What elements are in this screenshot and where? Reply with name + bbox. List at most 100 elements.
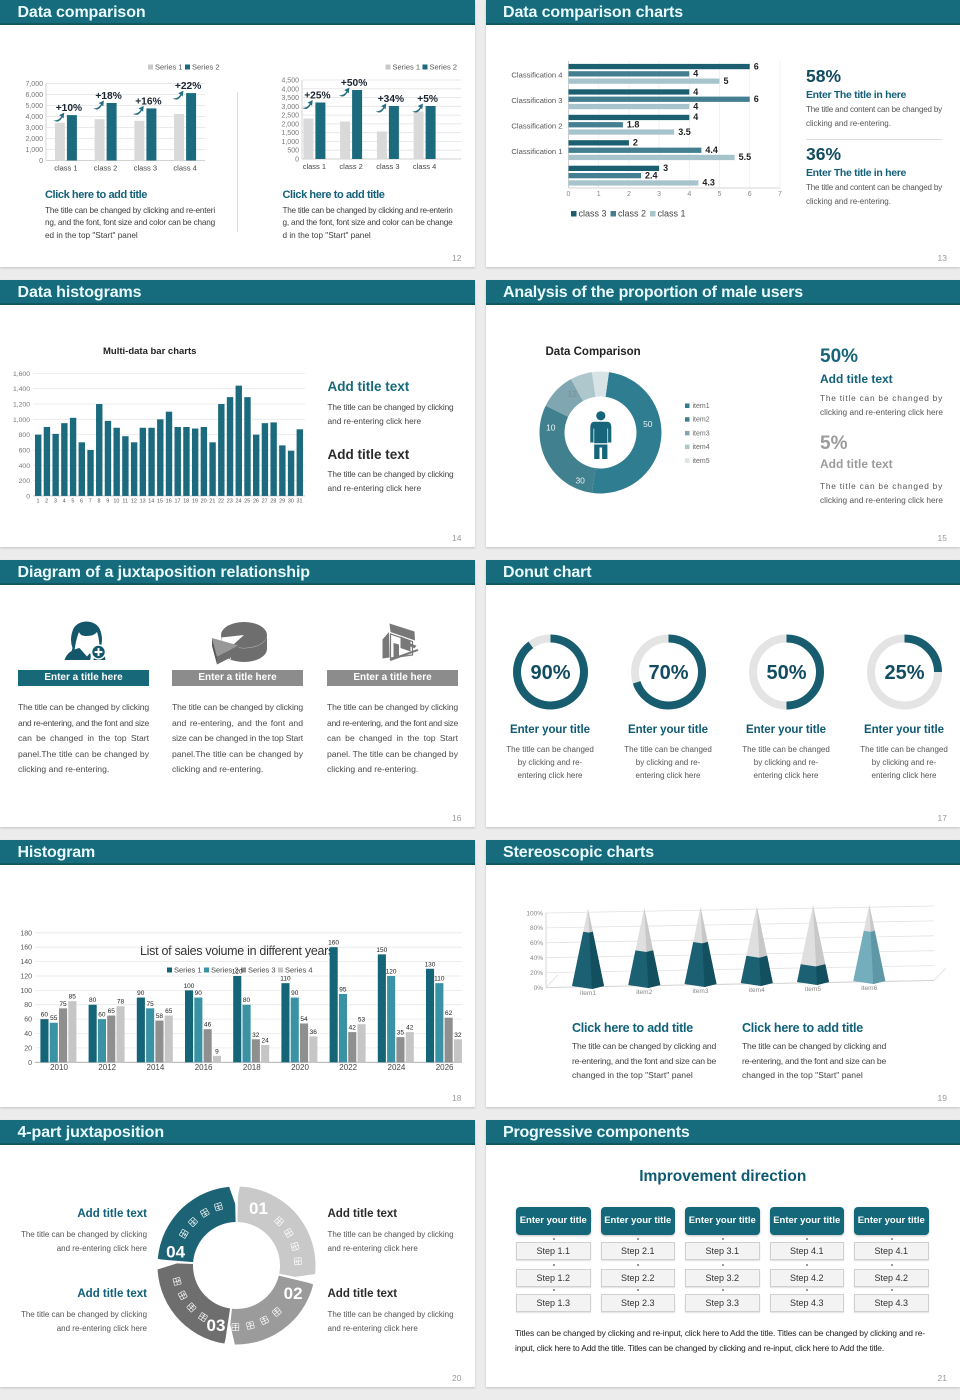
svg-text:8: 8 (97, 499, 100, 505)
svg-text:90: 90 (195, 990, 203, 997)
svg-text:35: 35 (397, 1030, 405, 1037)
svg-text:5,000: 5,000 (25, 103, 43, 110)
svg-text:2012: 2012 (98, 1063, 116, 1072)
svg-text:5.5: 5.5 (738, 152, 751, 162)
svg-text:item5: item5 (805, 986, 821, 993)
svg-text:item5: item5 (692, 458, 709, 465)
svg-text:1: 1 (36, 499, 39, 505)
svg-text:26: 26 (253, 499, 259, 505)
svg-text:70%: 70% (648, 662, 688, 684)
svg-text:32: 32 (252, 1032, 260, 1039)
svg-text:2: 2 (626, 191, 630, 198)
svg-text:30: 30 (575, 475, 585, 485)
svg-text:110: 110 (280, 976, 291, 983)
svg-text:42: 42 (349, 1025, 357, 1032)
svg-text:Series 1: Series 1 (174, 966, 202, 975)
svg-text:9: 9 (106, 499, 109, 505)
svg-text:Series 1: Series 1 (155, 63, 183, 72)
svg-text:class 1: class 1 (657, 209, 685, 219)
svg-text:6,000: 6,000 (25, 92, 43, 99)
svg-text:1,000: 1,000 (25, 147, 43, 154)
svg-text:0: 0 (566, 191, 570, 198)
svg-text:2: 2 (45, 499, 48, 505)
svg-text:80: 80 (243, 997, 251, 1004)
svg-text:class 2: class 2 (339, 162, 362, 171)
svg-text:2,500: 2,500 (281, 113, 299, 120)
svg-text:3: 3 (657, 191, 661, 198)
svg-text:2026: 2026 (436, 1063, 454, 1072)
svg-text:04: 04 (166, 1242, 185, 1261)
svg-text:18: 18 (183, 499, 189, 505)
svg-text:class 4: class 4 (173, 164, 196, 173)
svg-text:53: 53 (358, 1017, 366, 1024)
svg-text:180: 180 (20, 930, 32, 937)
svg-text:1: 1 (596, 191, 600, 198)
svg-text:4: 4 (63, 499, 66, 505)
svg-text:0: 0 (28, 1060, 32, 1067)
svg-text:16: 16 (166, 499, 172, 505)
svg-text:10: 10 (546, 422, 556, 432)
svg-text:36: 36 (310, 1029, 318, 1036)
svg-text:item6: item6 (861, 985, 877, 992)
svg-text:2024: 2024 (388, 1063, 406, 1072)
svg-text:0: 0 (39, 158, 43, 165)
svg-text:75: 75 (146, 1001, 154, 1008)
svg-text:50: 50 (643, 419, 653, 429)
svg-text:40%: 40% (529, 955, 542, 962)
svg-text:5: 5 (717, 191, 721, 198)
svg-text:class 4: class 4 (413, 162, 436, 171)
svg-text:11: 11 (122, 499, 128, 505)
svg-text:13: 13 (140, 499, 146, 505)
svg-text:130: 130 (425, 961, 436, 968)
svg-text:19: 19 (192, 499, 198, 505)
svg-text:Series 2: Series 2 (192, 63, 220, 72)
svg-text:60: 60 (24, 1017, 32, 1024)
svg-text:Series 2: Series 2 (211, 966, 239, 975)
svg-text:80%: 80% (529, 925, 542, 932)
svg-text:12: 12 (567, 389, 577, 399)
svg-text:6: 6 (747, 191, 751, 198)
svg-text:+34%: +34% (378, 94, 404, 105)
svg-text:0: 0 (295, 157, 299, 164)
svg-text:item4: item4 (748, 987, 764, 994)
svg-text:4,000: 4,000 (25, 114, 43, 121)
svg-text:28: 28 (270, 499, 276, 505)
svg-text:class 3: class 3 (578, 209, 606, 219)
svg-text:+5%: +5% (417, 94, 438, 105)
svg-text:6: 6 (80, 499, 83, 505)
svg-text:class 3: class 3 (376, 162, 399, 171)
svg-text:21: 21 (209, 499, 215, 505)
svg-text:4,000: 4,000 (281, 86, 299, 93)
svg-text:2010: 2010 (50, 1063, 68, 1072)
svg-text:500: 500 (287, 148, 299, 155)
svg-text:6: 6 (753, 61, 758, 71)
svg-text:40: 40 (24, 1031, 32, 1038)
svg-text:1,500: 1,500 (281, 130, 299, 137)
svg-text:01: 01 (249, 1199, 268, 1218)
svg-text:140: 140 (20, 959, 32, 966)
svg-text:14: 14 (148, 499, 154, 505)
svg-text:60: 60 (41, 1012, 49, 1019)
svg-text:5: 5 (71, 499, 74, 505)
svg-text:3: 3 (663, 163, 668, 173)
svg-text:80: 80 (89, 997, 97, 1004)
svg-text:120: 120 (20, 974, 32, 981)
svg-text:item1: item1 (580, 990, 596, 997)
svg-text:Classification 3: Classification 3 (511, 96, 562, 105)
svg-text:15: 15 (157, 499, 163, 505)
svg-text:800: 800 (19, 432, 31, 439)
svg-text:1,000: 1,000 (281, 139, 299, 146)
svg-text:120: 120 (386, 968, 397, 975)
svg-text:31: 31 (297, 499, 303, 505)
svg-text:2022: 2022 (339, 1063, 357, 1072)
svg-text:class 2: class 2 (618, 209, 646, 219)
svg-text:1,000: 1,000 (13, 417, 30, 424)
svg-text:80: 80 (24, 1002, 32, 1009)
svg-text:6: 6 (753, 94, 758, 104)
svg-text:10: 10 (113, 499, 119, 505)
svg-text:Classification 4: Classification 4 (511, 71, 562, 80)
svg-text:4: 4 (693, 69, 698, 79)
svg-text:75: 75 (59, 1001, 67, 1008)
svg-text:150: 150 (376, 947, 387, 954)
svg-text:85: 85 (69, 994, 77, 1001)
